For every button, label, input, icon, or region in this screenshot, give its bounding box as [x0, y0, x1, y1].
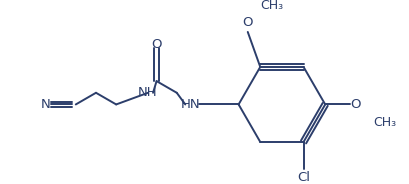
Text: N: N	[41, 98, 51, 111]
Text: CH₃: CH₃	[260, 0, 283, 12]
Text: CH₃: CH₃	[372, 116, 395, 129]
Text: HN: HN	[180, 98, 200, 111]
Text: O: O	[349, 98, 360, 111]
Text: O: O	[242, 16, 252, 29]
Text: NH: NH	[138, 86, 157, 99]
Text: O: O	[151, 38, 162, 51]
Text: Cl: Cl	[297, 171, 309, 184]
